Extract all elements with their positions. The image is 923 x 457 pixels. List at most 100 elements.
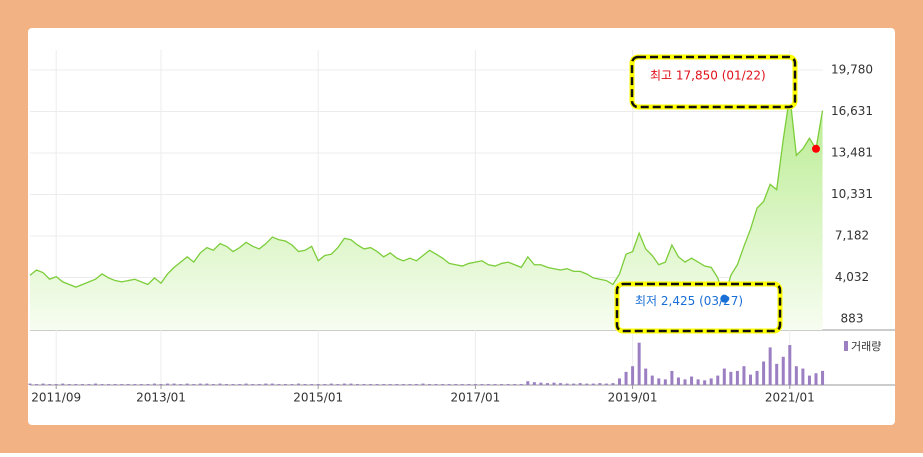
volume-bar: [179, 384, 183, 385]
volume-bar: [382, 384, 386, 385]
volume-bar: [755, 370, 759, 385]
volume-bar: [231, 384, 235, 385]
volume-bar: [631, 366, 635, 385]
volume-bar: [532, 382, 536, 385]
volume-bar: [139, 384, 143, 385]
volume-bar: [244, 383, 248, 385]
y-tick-label: 19,780: [831, 63, 873, 77]
volume-bar: [303, 384, 307, 385]
volume-bar: [618, 378, 621, 385]
y-tick-label: 16,631: [831, 104, 873, 118]
volume-bar: [493, 384, 497, 385]
area: [30, 95, 823, 331]
volume-bar: [336, 384, 340, 385]
volume-bar: [644, 368, 648, 385]
volume-bar: [218, 383, 222, 385]
volume-bar: [807, 375, 811, 385]
volume-bar: [814, 373, 818, 385]
volume-bar: [768, 347, 772, 385]
volume-bar: [709, 378, 713, 385]
volume-bar: [35, 384, 39, 385]
x-tick-label: 2017/01: [450, 391, 500, 405]
x-tick-label: 2011/09: [31, 391, 81, 405]
volume-bar: [762, 361, 766, 385]
volume-bar: [460, 384, 464, 385]
volume-bar: [310, 384, 314, 385]
volume-bar: [264, 383, 268, 385]
volume-bar: [316, 384, 320, 385]
volume-bar: [676, 377, 680, 385]
volume-bar: [735, 370, 739, 385]
volume-bar: [559, 383, 563, 385]
volume-bar: [408, 384, 412, 385]
volume-bar: [572, 383, 576, 385]
volume-bar: [48, 384, 52, 385]
volume-bar: [696, 379, 700, 385]
volume-bar: [87, 384, 91, 385]
callout-text: 최고 17,850 (01/22): [650, 69, 766, 83]
volume-bar: [28, 383, 32, 385]
volume-bar: [251, 384, 255, 385]
volume-bar: [513, 384, 517, 385]
volume-bar: [283, 384, 287, 385]
volume-bar: [414, 384, 418, 385]
volume-bar: [120, 384, 124, 385]
y-tick-label: 883: [841, 311, 864, 325]
volume-bar: [703, 380, 707, 385]
volume-bar: [205, 383, 209, 385]
volume-bar: [585, 383, 589, 385]
volume-bar: [650, 375, 654, 385]
volume-bar: [375, 384, 379, 385]
volume-bar: [788, 345, 792, 385]
volume-bar: [401, 384, 405, 385]
volume-bar: [152, 383, 156, 385]
volume-bar: [480, 384, 484, 385]
volume-bar: [467, 384, 471, 385]
volume-bar: [113, 384, 117, 385]
y-tick-label: 13,481: [831, 146, 873, 160]
volume-bar: [506, 384, 510, 385]
volume-bar: [277, 384, 281, 385]
y-tick-label: 10,331: [831, 187, 873, 201]
x-tick-label: 2013/01: [136, 391, 186, 405]
volume-bar: [657, 378, 661, 385]
volume-bar: [94, 383, 97, 385]
volume-bar: [591, 383, 595, 385]
volume-bar: [146, 384, 150, 385]
volume-bar: [107, 384, 111, 385]
volume-bar: [238, 384, 242, 385]
volume-bar: [749, 374, 752, 385]
volume-bar: [388, 384, 392, 385]
volume-bar: [185, 383, 189, 385]
volume-bar: [297, 383, 301, 385]
volume-bar: [329, 383, 333, 385]
volume-bar: [539, 382, 543, 385]
volume-bar: [794, 366, 798, 385]
volume-bar: [683, 379, 687, 385]
volume-bar: [611, 383, 615, 385]
volume-bar: [428, 384, 432, 385]
volume-bar: [257, 384, 261, 385]
volume-bar: [80, 384, 84, 385]
volume-bar: [742, 366, 746, 385]
volume-bar: [447, 384, 451, 385]
x-tick-label: 2015/01: [293, 391, 343, 405]
volume-bar: [74, 384, 78, 385]
callout-border: [630, 55, 797, 109]
volume-bar: [690, 376, 694, 385]
volume-bar: [663, 379, 667, 385]
callout-border: [615, 282, 782, 333]
volume-bar: [41, 383, 45, 385]
volume-bar: [225, 384, 228, 385]
volume-bar: [172, 383, 176, 385]
volume-bar: [473, 384, 477, 385]
volume-bar: [323, 384, 327, 385]
volume-bar: [100, 384, 104, 385]
x-tick-label: 2019/01: [608, 391, 658, 405]
volume-bar: [67, 384, 71, 385]
volume-bar: [624, 371, 628, 385]
volume-bar: [166, 383, 170, 385]
volume-bar: [781, 356, 785, 385]
high-point: [812, 144, 820, 153]
